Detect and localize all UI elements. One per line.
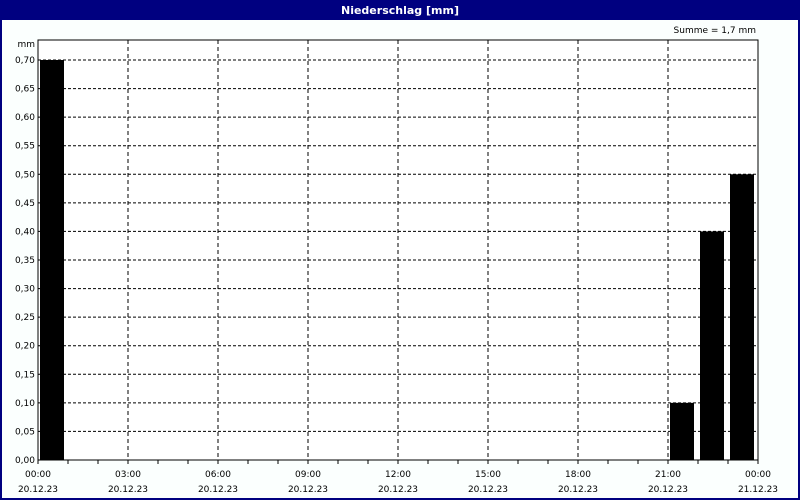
- x-tick-time: 00:00: [25, 470, 51, 480]
- x-tick-time: 15:00: [475, 470, 501, 480]
- y-tick-label: 0,30: [15, 285, 35, 295]
- x-tick-date: 20.12.23: [108, 485, 148, 495]
- y-tick-label: 0,15: [15, 370, 35, 380]
- bar: [670, 402, 694, 460]
- plot-border: [37, 39, 759, 461]
- x-tick-time: 06:00: [205, 470, 231, 480]
- x-tick-time: 00:00: [745, 470, 771, 480]
- y-tick-label: 0,00: [15, 456, 35, 466]
- x-tick-date: 20.12.23: [468, 485, 508, 495]
- x-tick-date: 20.12.23: [198, 485, 238, 495]
- x-tick-time: 09:00: [295, 470, 321, 480]
- x-tick-date: 20.12.23: [18, 485, 58, 495]
- y-tick-label: 0,50: [15, 170, 35, 180]
- y-axis-label: mm: [17, 40, 35, 50]
- x-tick-time: 12:00: [385, 470, 411, 480]
- x-tick-date: 21.12.23: [738, 485, 778, 495]
- bar: [730, 174, 754, 461]
- x-tick-date: 20.12.23: [288, 485, 328, 495]
- bar: [700, 231, 724, 460]
- x-tick-date: 20.12.23: [648, 485, 688, 495]
- y-tick-label: 0,35: [15, 256, 35, 266]
- x-tick-date: 20.12.23: [558, 485, 598, 495]
- y-tick-label: 0,45: [15, 199, 35, 209]
- x-tick-time: 18:00: [565, 470, 591, 480]
- y-tick-label: 0,65: [15, 85, 35, 95]
- y-tick-label: 0,05: [15, 427, 35, 437]
- y-tick-label: 0,70: [15, 56, 35, 66]
- y-tick-label: 0,55: [15, 142, 35, 152]
- y-tick-label: 0,10: [15, 399, 35, 409]
- window-title: Niederschlag [mm]: [2, 2, 798, 20]
- x-tick-time: 21:00: [655, 470, 681, 480]
- x-tick-time: 03:00: [115, 470, 141, 480]
- bar: [40, 60, 64, 460]
- y-tick-label: 0,25: [15, 313, 35, 323]
- y-tick-label: 0,20: [15, 342, 35, 352]
- x-tick-date: 20.12.23: [378, 485, 418, 495]
- sum-annotation: Summe = 1,7 mm: [674, 26, 756, 36]
- y-tick-label: 0,60: [15, 113, 35, 123]
- y-tick-label: 0,40: [15, 227, 35, 237]
